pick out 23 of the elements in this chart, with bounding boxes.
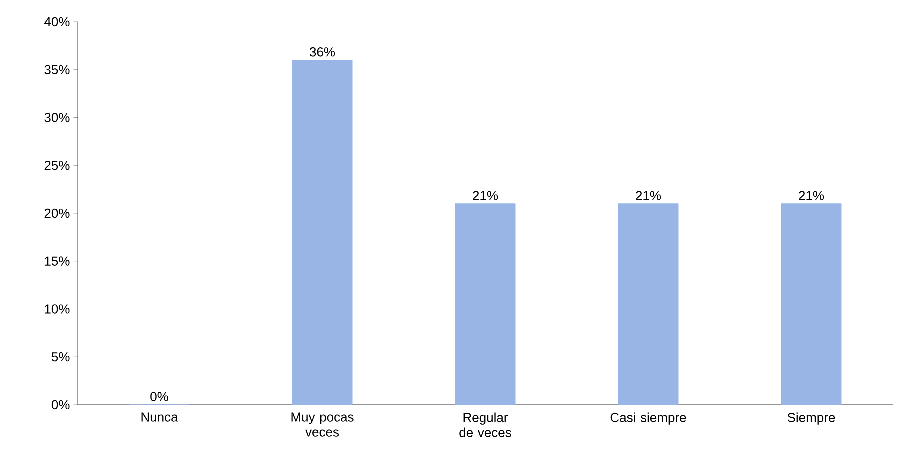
data-label: 0% — [150, 392, 168, 402]
x-tick-label: Casi siempre — [610, 412, 686, 425]
y-tick-label: 15% — [45, 256, 70, 266]
data-label: 21% — [799, 191, 824, 200]
y-tick-label: 5% — [52, 352, 70, 362]
y-tick-label: 30% — [44, 113, 70, 122]
bar — [292, 60, 353, 406]
y-tick-label: 40% — [44, 17, 70, 27]
x-tick-label: Muy pocas veces — [292, 412, 354, 437]
x-tick-label: Nunca — [142, 412, 178, 422]
x-tick-label: Regular de veces — [460, 412, 512, 438]
y-tick-label: 25% — [44, 161, 70, 170]
y-tick-label: 20% — [44, 208, 70, 218]
x-tick-label: Siempre — [788, 412, 836, 425]
data-label: 21% — [636, 191, 662, 200]
y-tick-label: 35% — [44, 65, 70, 74]
data-label: 36% — [310, 48, 336, 57]
bar — [618, 204, 679, 406]
y-tick-label: 0% — [52, 400, 70, 410]
y-tick-label: 10% — [45, 304, 70, 314]
bar — [781, 204, 842, 406]
data-label: 21% — [473, 191, 498, 200]
bar — [455, 204, 516, 406]
